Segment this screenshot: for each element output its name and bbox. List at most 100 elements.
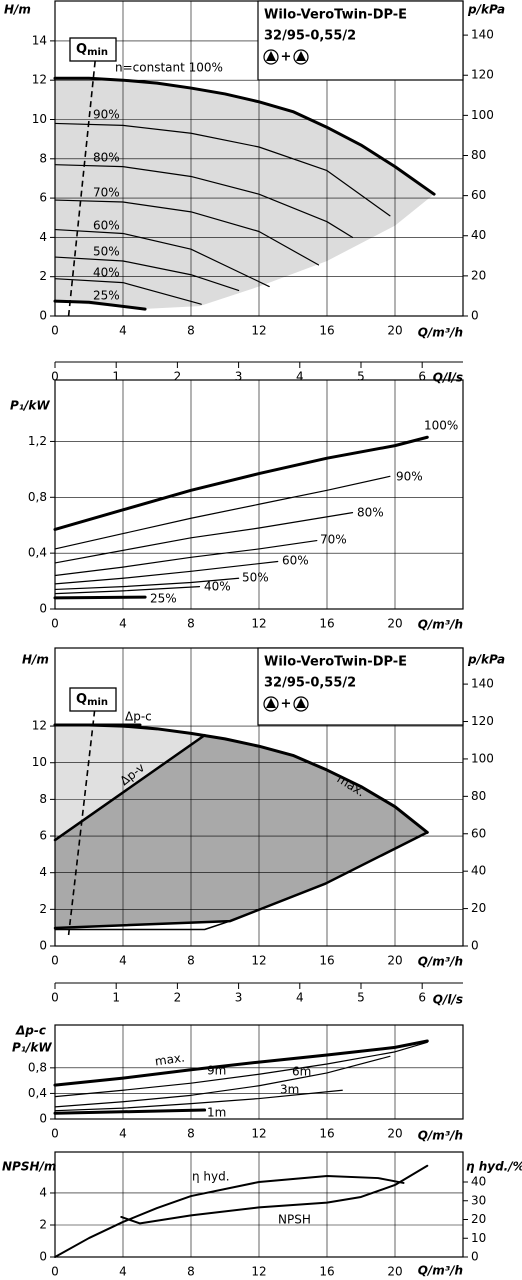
x-tick-label: 0: [51, 370, 59, 384]
y-axis-label: P₁/kW: [10, 399, 50, 413]
y-tick-label: 10: [32, 755, 47, 769]
curve: [54, 1089, 343, 1112]
curve: [53, 435, 429, 531]
y2-tick-label: 20: [471, 1212, 486, 1226]
x-tick-label: 8: [187, 1127, 195, 1141]
curve: [54, 512, 354, 564]
y-axis-label: NPSH/m: [2, 1160, 56, 1174]
y2-tick-label: 140: [471, 677, 494, 691]
y2-tick-label: 0: [471, 309, 479, 323]
y2-tick-label: 100: [471, 751, 494, 765]
curve-label: 70%: [93, 186, 120, 200]
x-tick-label: 4: [119, 617, 127, 631]
y2-tick-label: 0: [471, 1250, 479, 1264]
x-tick-label: 0: [51, 991, 59, 1005]
x-tick-label: 5: [357, 991, 365, 1005]
x-tick-label: 5: [357, 370, 365, 384]
pump-icon-triangle: [296, 51, 306, 61]
curve-label: 70%: [320, 533, 347, 547]
y2-tick-label: 60: [471, 188, 486, 202]
curve-label: 80%: [357, 506, 384, 520]
curve: [54, 1175, 405, 1258]
plot-frame: [54, 1151, 464, 1258]
x-tick-label: 0: [51, 954, 59, 968]
x-tick-label: 4: [296, 991, 304, 1005]
x-tick-label: 12: [251, 954, 266, 968]
title: Wilo-VeroTwin-DP-E: [264, 655, 407, 670]
x-tick-label: 20: [387, 324, 402, 338]
curve: [53, 76, 436, 196]
y-tick-label: 1,2: [28, 434, 47, 448]
y-tick-label: 4: [39, 1185, 47, 1199]
curve: [53, 595, 147, 600]
x-axis-label: Q/l/s: [433, 371, 463, 385]
x-tick-label: 20: [387, 1265, 402, 1279]
x-tick-label: 0: [51, 1127, 59, 1141]
curve: [54, 122, 391, 217]
x-tick-label: 4: [119, 1127, 127, 1141]
y2-tick-label: 20: [471, 901, 486, 915]
y-axis-label: H/m: [4, 3, 31, 17]
x-tick-label: 12: [251, 617, 266, 631]
x-tick-label: 2: [174, 991, 182, 1005]
x-tick-label: 4: [119, 324, 127, 338]
x-tick-label: 8: [187, 324, 195, 338]
x-axis-label: Q/l/s: [433, 993, 463, 1007]
y2-tick-label: 0: [471, 939, 479, 953]
qmin-label: Qmin: [76, 42, 108, 59]
y-tick-label: 0,4: [28, 1086, 47, 1100]
x-tick-label: 4: [296, 370, 304, 384]
x-tick-label: 6: [418, 991, 426, 1005]
x-tick-label: 16: [319, 1127, 334, 1141]
qmin-main: Q: [76, 692, 87, 707]
curve-label: 1m: [207, 1106, 226, 1120]
qmin-box: [69, 37, 117, 62]
title-box: [257, 647, 464, 726]
pump-icon-triangle: [266, 51, 276, 61]
curve: [54, 475, 391, 550]
curve: [54, 920, 231, 931]
curve: [54, 577, 240, 591]
curve: [53, 299, 147, 311]
curve: [54, 1041, 428, 1098]
y-tick-label: 8: [39, 151, 47, 165]
y-tick-label: 0,8: [28, 490, 47, 504]
qmin-sub: min: [87, 47, 108, 58]
title: 32/95-0,55/2: [264, 29, 356, 44]
y2-axis-label: p/kPa: [467, 3, 505, 17]
operating-area: [55, 724, 205, 841]
curve-label: NPSH: [278, 1213, 311, 1227]
x-axis-label: Q/m³/h: [418, 955, 463, 969]
pump-icon-triangle: [266, 698, 276, 708]
curve-label: 6m: [292, 1065, 311, 1079]
x-tick-label: 20: [387, 1127, 402, 1141]
x-tick-label: 12: [251, 1127, 266, 1141]
y2-tick-label: 60: [471, 826, 486, 840]
curve-label: Δp-c: [125, 710, 152, 724]
x-tick-label: 6: [418, 370, 426, 384]
x-axis-label: Q/m³/h: [418, 326, 463, 340]
y-tick-label: 14: [32, 33, 47, 47]
curve: [54, 228, 270, 288]
y2-tick-label: 20: [471, 268, 486, 282]
curve: [53, 1108, 207, 1115]
y-tick-label: 4: [39, 865, 47, 879]
y-tick-label: 0,8: [28, 1060, 47, 1074]
x-axis-label: Q/m³/h: [418, 1129, 463, 1143]
y2-tick-label: 40: [471, 228, 486, 242]
curve: [54, 539, 318, 577]
curve-label: 40%: [204, 580, 231, 594]
title: Wilo-VeroTwin-DP-E: [264, 8, 407, 23]
curve-label: 40%: [93, 266, 120, 280]
qmin-sub: min: [87, 697, 108, 708]
y-tick-label: 0: [39, 1112, 47, 1126]
x-tick-label: 12: [251, 1265, 266, 1279]
x-tick-label: 3: [235, 991, 243, 1005]
curve: [54, 278, 202, 305]
y-tick-label: 0,4: [28, 546, 47, 560]
curve-label: 60%: [93, 219, 120, 233]
x-tick-label: 0: [51, 1265, 59, 1279]
x-tick-label: 12: [251, 324, 266, 338]
curve: [54, 560, 279, 585]
y2-tick-label: 80: [471, 789, 486, 803]
